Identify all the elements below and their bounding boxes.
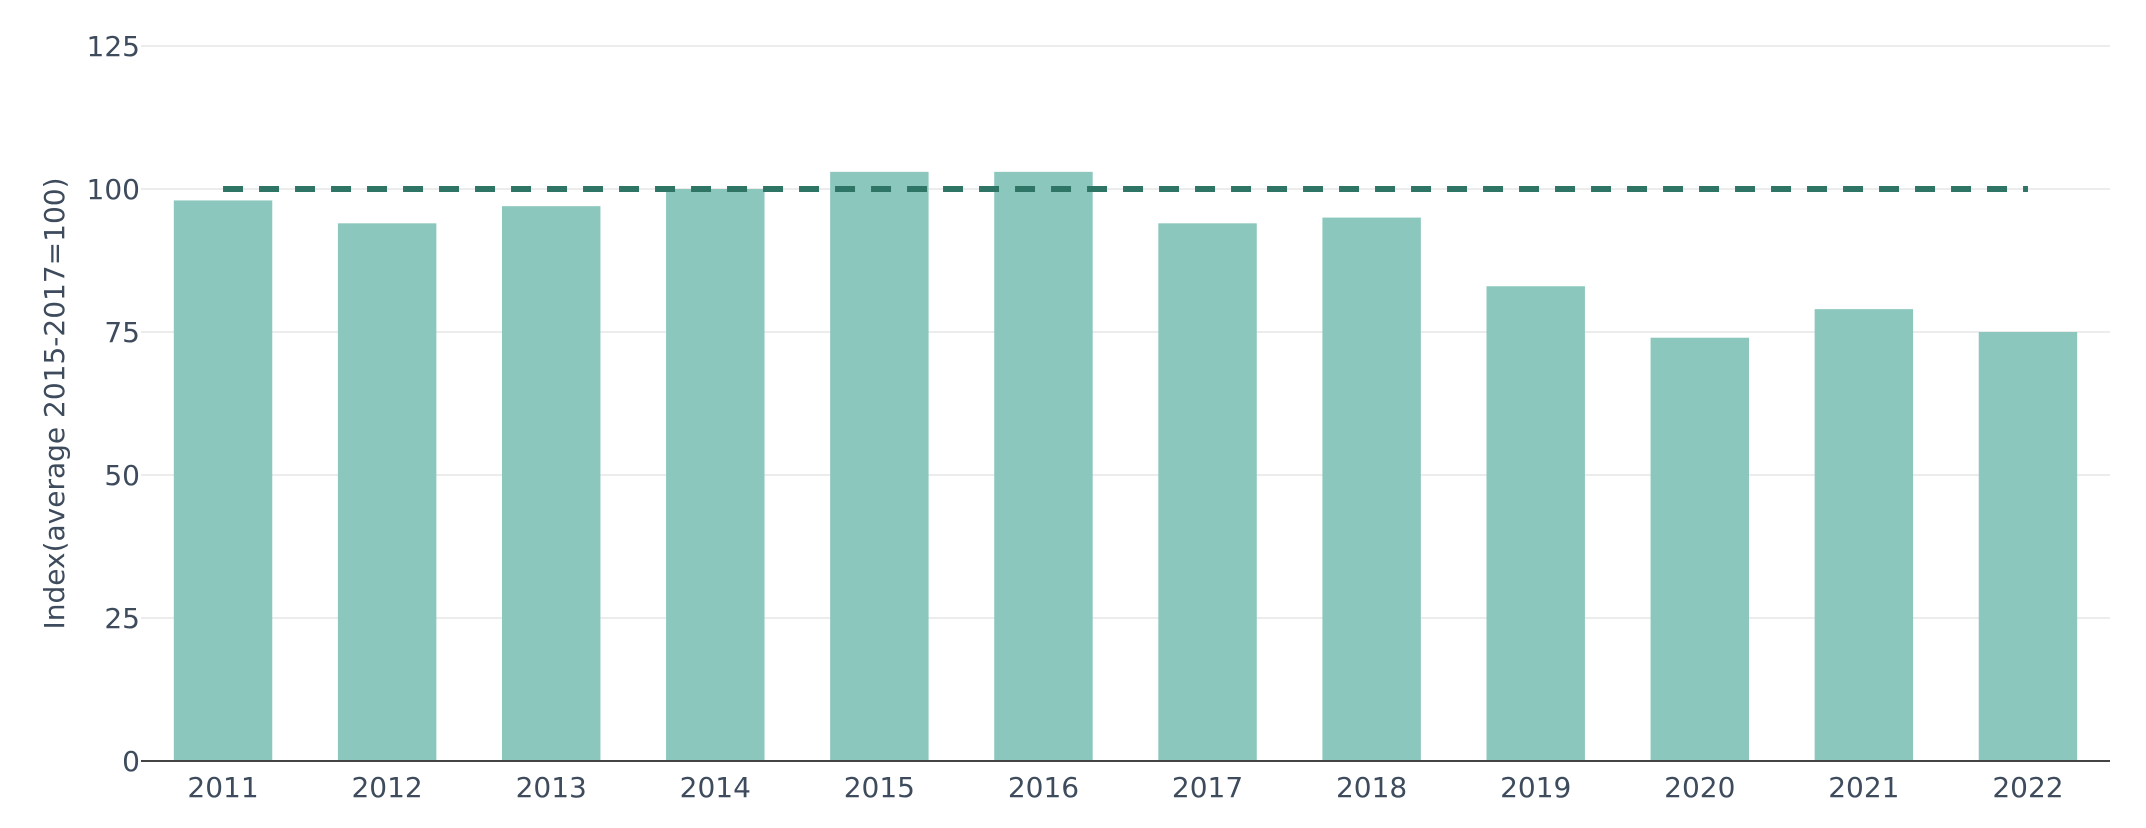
y-tick-label: 25 (104, 602, 140, 635)
x-tick-label: 2011 (187, 771, 258, 804)
y-tick-label: 100 (87, 173, 140, 206)
x-tick-label: 2017 (1172, 771, 1243, 804)
bar (501, 206, 601, 761)
x-tick-label: 2018 (1336, 771, 1407, 804)
x-tick-label: 2019 (1500, 771, 1571, 804)
bar (830, 171, 929, 762)
x-tick-label: 2013 (516, 771, 587, 804)
y-tick-label: 75 (104, 316, 140, 349)
bar (1158, 223, 1257, 761)
bar (173, 200, 273, 761)
x-tick-label: 2020 (1664, 771, 1735, 804)
bar (1322, 217, 1421, 762)
x-tick-label: 2014 (680, 771, 751, 804)
x-tick-label: 2016 (1008, 771, 1079, 804)
x-tick-label: 2021 (1828, 771, 1899, 804)
axes: 0 25 50 75 100 125 2011 2012 2013 2014 2015 2016 201… (87, 30, 2110, 804)
y-tick-label: 0 (122, 745, 140, 778)
bar (337, 223, 437, 761)
bar (1814, 309, 1914, 761)
bar (1978, 332, 2078, 761)
bar (1650, 337, 1750, 761)
y-tick-label: 125 (87, 30, 140, 63)
bar (1486, 286, 1585, 761)
bar (994, 171, 1093, 762)
x-tick-label: 2022 (1992, 771, 2063, 804)
x-tick-label: 2015 (844, 771, 915, 804)
y-axis-title: Index(average 2015-2017=100) (38, 178, 71, 630)
x-tick-label: 2012 (351, 771, 422, 804)
y-tick-label: 50 (104, 459, 140, 492)
bars (173, 171, 2078, 762)
bar (666, 189, 765, 761)
